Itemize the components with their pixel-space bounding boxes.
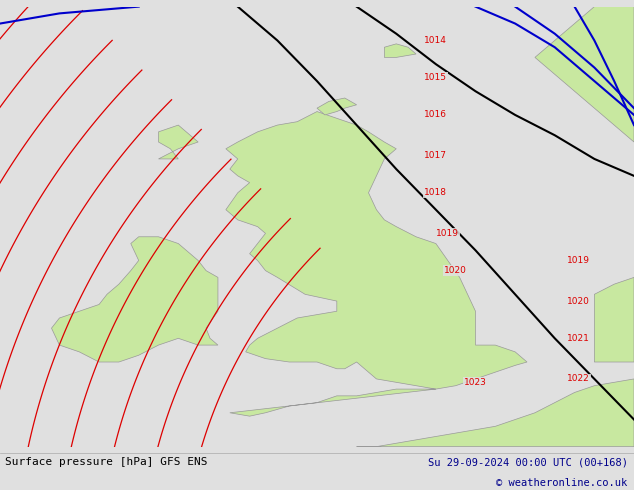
Polygon shape [51, 237, 218, 362]
Polygon shape [384, 44, 416, 57]
Text: Surface pressure [hPa] GFS ENS: Surface pressure [hPa] GFS ENS [5, 458, 207, 467]
Text: 1018: 1018 [424, 188, 448, 197]
Text: Su 29-09-2024 00:00 UTC (00+168): Su 29-09-2024 00:00 UTC (00+168) [428, 458, 628, 467]
Text: 1022: 1022 [567, 374, 590, 384]
Text: 1019: 1019 [567, 256, 590, 265]
Polygon shape [356, 379, 634, 446]
Polygon shape [158, 125, 198, 159]
Polygon shape [317, 98, 356, 115]
Text: 1017: 1017 [424, 151, 448, 160]
Text: © weatheronline.co.uk: © weatheronline.co.uk [496, 478, 628, 488]
Text: 1014: 1014 [424, 36, 448, 45]
Polygon shape [595, 277, 634, 362]
Text: 1021: 1021 [567, 334, 590, 343]
Polygon shape [535, 7, 634, 142]
Text: 1016: 1016 [424, 110, 448, 120]
Text: 1020: 1020 [567, 296, 590, 306]
Text: 1023: 1023 [464, 378, 487, 387]
Text: 1019: 1019 [436, 229, 459, 238]
Text: 1020: 1020 [444, 266, 467, 275]
Polygon shape [226, 112, 527, 416]
Text: 1015: 1015 [424, 73, 448, 82]
